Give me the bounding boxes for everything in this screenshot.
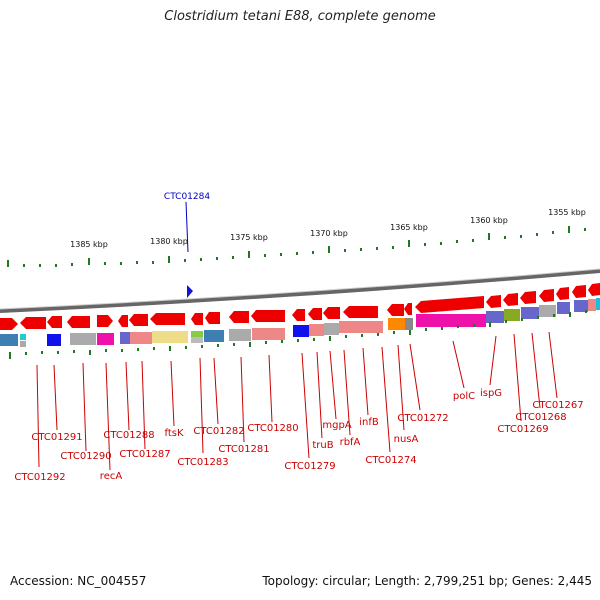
gene-arrow	[150, 313, 185, 325]
scale-label: 1360 kbp	[470, 216, 508, 225]
category-track-1	[0, 298, 600, 347]
gene-arrow	[556, 287, 569, 300]
gene-arrow	[97, 315, 113, 327]
scale-label: 1375 kbp	[230, 233, 268, 242]
gene-label-mgpa[interactable]: mgpA	[322, 420, 351, 431]
gene-label-ctc01269[interactable]: CTC01269	[497, 424, 548, 435]
gene-label-ctc01291[interactable]: CTC01291	[31, 432, 82, 443]
gene-arrow	[387, 304, 404, 316]
scale-label: 1365 kbp	[390, 223, 428, 232]
gene-arrow	[191, 313, 203, 325]
gene-arrow	[415, 296, 484, 313]
gene-arrow	[67, 316, 90, 328]
gene-arrow	[205, 312, 220, 324]
gene-label-ctc01272[interactable]: CTC01272	[397, 413, 448, 424]
gene-label-ctc01281[interactable]: CTC01281	[218, 444, 269, 455]
genome-backbone-highlight	[0, 268, 600, 310]
topology-text: Topology: circular; Length: 2,799,251 bp…	[262, 574, 592, 588]
gene-arrow	[503, 293, 518, 306]
gene-label-infb[interactable]: infB	[359, 417, 379, 428]
gene-arrow	[0, 318, 18, 330]
gene-arrow	[343, 306, 378, 318]
gene-label-ctc01280[interactable]: CTC01280	[247, 423, 298, 434]
scale-labels: 1385 kbp 1380 kbp 1375 kbp 1370 kbp 1365…	[70, 208, 586, 249]
gene-label-ctc01268[interactable]: CTC01268	[515, 412, 566, 423]
gene-label-reca[interactable]: recA	[100, 471, 123, 482]
gene-label-ispg[interactable]: ispG	[480, 388, 502, 399]
scale-label: 1385 kbp	[70, 240, 108, 249]
gene-label-polc[interactable]: polC	[453, 391, 475, 402]
gene-arrow	[539, 289, 554, 302]
gene-label-ctc01283[interactable]: CTC01283	[177, 457, 228, 468]
gene-label-rbfa[interactable]: rbfA	[340, 437, 361, 448]
gene-leader-lines	[36, 331, 558, 471]
gene-label-ctc01287[interactable]: CTC01287	[119, 449, 170, 460]
scale-ticks	[7, 226, 586, 267]
gene-labels: CTC01292 CTC01291 CTC01290 recA CTC01288…	[14, 388, 583, 483]
gene-arrow	[323, 307, 340, 319]
gene-arrow	[20, 317, 46, 329]
gene-arrow	[486, 295, 501, 308]
gene-arrow	[129, 314, 148, 326]
highlight-label[interactable]: CTC01284	[164, 192, 210, 202]
scale-label: 1355 kbp	[548, 208, 586, 217]
gene-label-ctc01267[interactable]: CTC01267	[532, 400, 583, 411]
gene-label-ctc01274[interactable]: CTC01274	[365, 455, 416, 466]
accession-text: Accession: NC_004557	[10, 574, 147, 588]
gene-arrow-track[interactable]	[0, 283, 600, 330]
scale-label: 1380 kbp	[150, 237, 188, 246]
gene-label-trub[interactable]: truB	[312, 440, 333, 451]
gene-arrow	[118, 315, 128, 327]
lower-ticks	[9, 310, 587, 359]
gene-label-ftsk[interactable]: ftsK	[164, 428, 183, 439]
gene-arrow	[404, 303, 412, 315]
gene-label-ctc01292[interactable]: CTC01292	[14, 472, 65, 483]
genome-backbone	[0, 269, 600, 313]
gene-arrow	[308, 308, 322, 320]
gene-label-ctc01290[interactable]: CTC01290	[60, 451, 111, 462]
gene-arrow	[572, 285, 586, 298]
gene-arrow	[520, 291, 536, 304]
gene-arrow	[229, 311, 249, 323]
gene-arrow	[292, 309, 305, 321]
gene-label-nusa[interactable]: nusA	[394, 434, 419, 445]
gene-arrow	[588, 283, 600, 296]
gene-label-ctc01282[interactable]: CTC01282	[193, 426, 244, 437]
highlight-pointer-line	[185, 201, 189, 253]
scale-label: 1370 kbp	[310, 229, 348, 238]
gene-arrow	[47, 316, 62, 328]
map-title: Clostridium tetani E88, complete genome	[164, 9, 436, 24]
position-marker-icon[interactable]	[187, 285, 193, 298]
gene-label-ctc01279[interactable]: CTC01279	[284, 461, 335, 472]
gene-label-ctc01288[interactable]: CTC01288	[103, 430, 154, 441]
gene-arrow	[251, 310, 285, 322]
